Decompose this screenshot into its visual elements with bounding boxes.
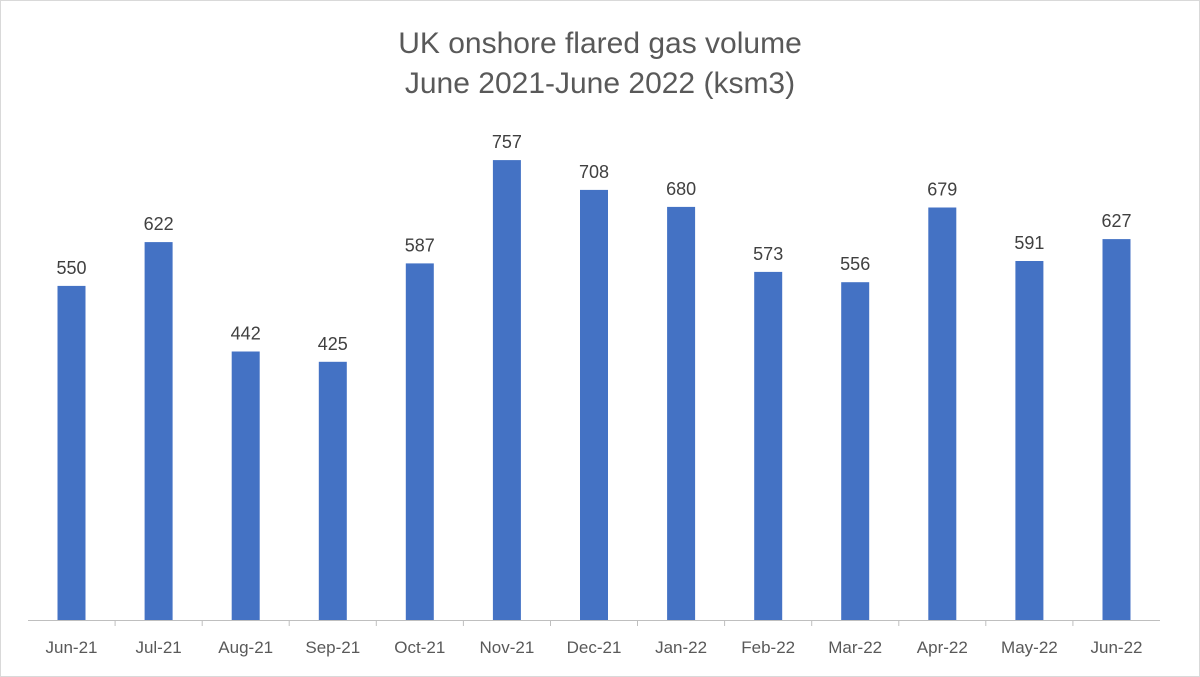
bars-group	[57, 160, 1131, 620]
data-label-dec-21: 708	[579, 162, 609, 182]
x-tick-label-jun-22: Jun-22	[1091, 638, 1143, 657]
bar-may-22	[1015, 261, 1044, 620]
x-tick-label-nov-21: Nov-21	[479, 638, 534, 657]
data-label-jun-22: 627	[1101, 211, 1131, 231]
bar-jan-22	[667, 206, 696, 620]
x-tick-label-oct-21: Oct-21	[394, 638, 445, 657]
x-tick-label-jan-22: Jan-22	[655, 638, 707, 657]
x-tick-label-may-22: May-22	[1001, 638, 1058, 657]
bar-apr-22	[928, 207, 957, 620]
data-label-oct-21: 587	[405, 235, 435, 255]
data-label-aug-21: 442	[231, 324, 261, 344]
x-tick-label-aug-21: Aug-21	[218, 638, 273, 657]
bar-jun-21	[57, 285, 86, 620]
x-tick-label-mar-22: Mar-22	[828, 638, 882, 657]
chart-title: UK onshore flared gas volume	[398, 27, 802, 60]
data-label-jun-21: 550	[56, 258, 86, 278]
data-label-may-22: 591	[1014, 233, 1044, 253]
x-axis-ticks-group: Jun-21 Jul-21 Aug-21 Sep-21 Oct-21 Nov-21 Dec-…	[46, 620, 1143, 657]
bar-jun-22	[1102, 239, 1131, 620]
bar-mar-22	[841, 282, 870, 620]
bar-dec-21	[580, 189, 608, 620]
chart-subtitle: June 2021-June 2022 (ksm3)	[404, 67, 796, 100]
data-label-sep-21: 425	[318, 334, 348, 354]
x-tick-label-jun-21: Jun-21	[46, 638, 98, 657]
bar-jul-21	[144, 242, 173, 620]
data-label-apr-22: 679	[927, 180, 957, 200]
bar-oct-21	[405, 263, 434, 620]
data-label-jul-21: 622	[144, 214, 174, 234]
bar-aug-21	[231, 351, 260, 620]
bar-sep-21	[318, 361, 347, 620]
x-tick-label-dec-21: Dec-21	[567, 638, 622, 657]
bar-feb-22	[754, 271, 783, 620]
data-labels-group: 550 622 442 425 587 757 708 680 573 556 679 591 627	[56, 132, 1131, 354]
x-tick-label-jul-21: Jul-21	[135, 638, 181, 657]
chart-title-block: UK onshore flared gas volume June 2021-J…	[0, 24, 1200, 104]
x-tick-label-feb-22: Feb-22	[741, 638, 795, 657]
bar-nov-21	[492, 160, 521, 620]
data-label-mar-22: 556	[840, 254, 870, 274]
x-tick-label-sep-21: Sep-21	[305, 638, 360, 657]
x-tick-label-apr-22: Apr-22	[917, 638, 968, 657]
data-label-feb-22: 573	[753, 244, 783, 264]
data-label-jan-22: 680	[666, 179, 696, 199]
data-label-nov-21: 757	[492, 132, 522, 152]
